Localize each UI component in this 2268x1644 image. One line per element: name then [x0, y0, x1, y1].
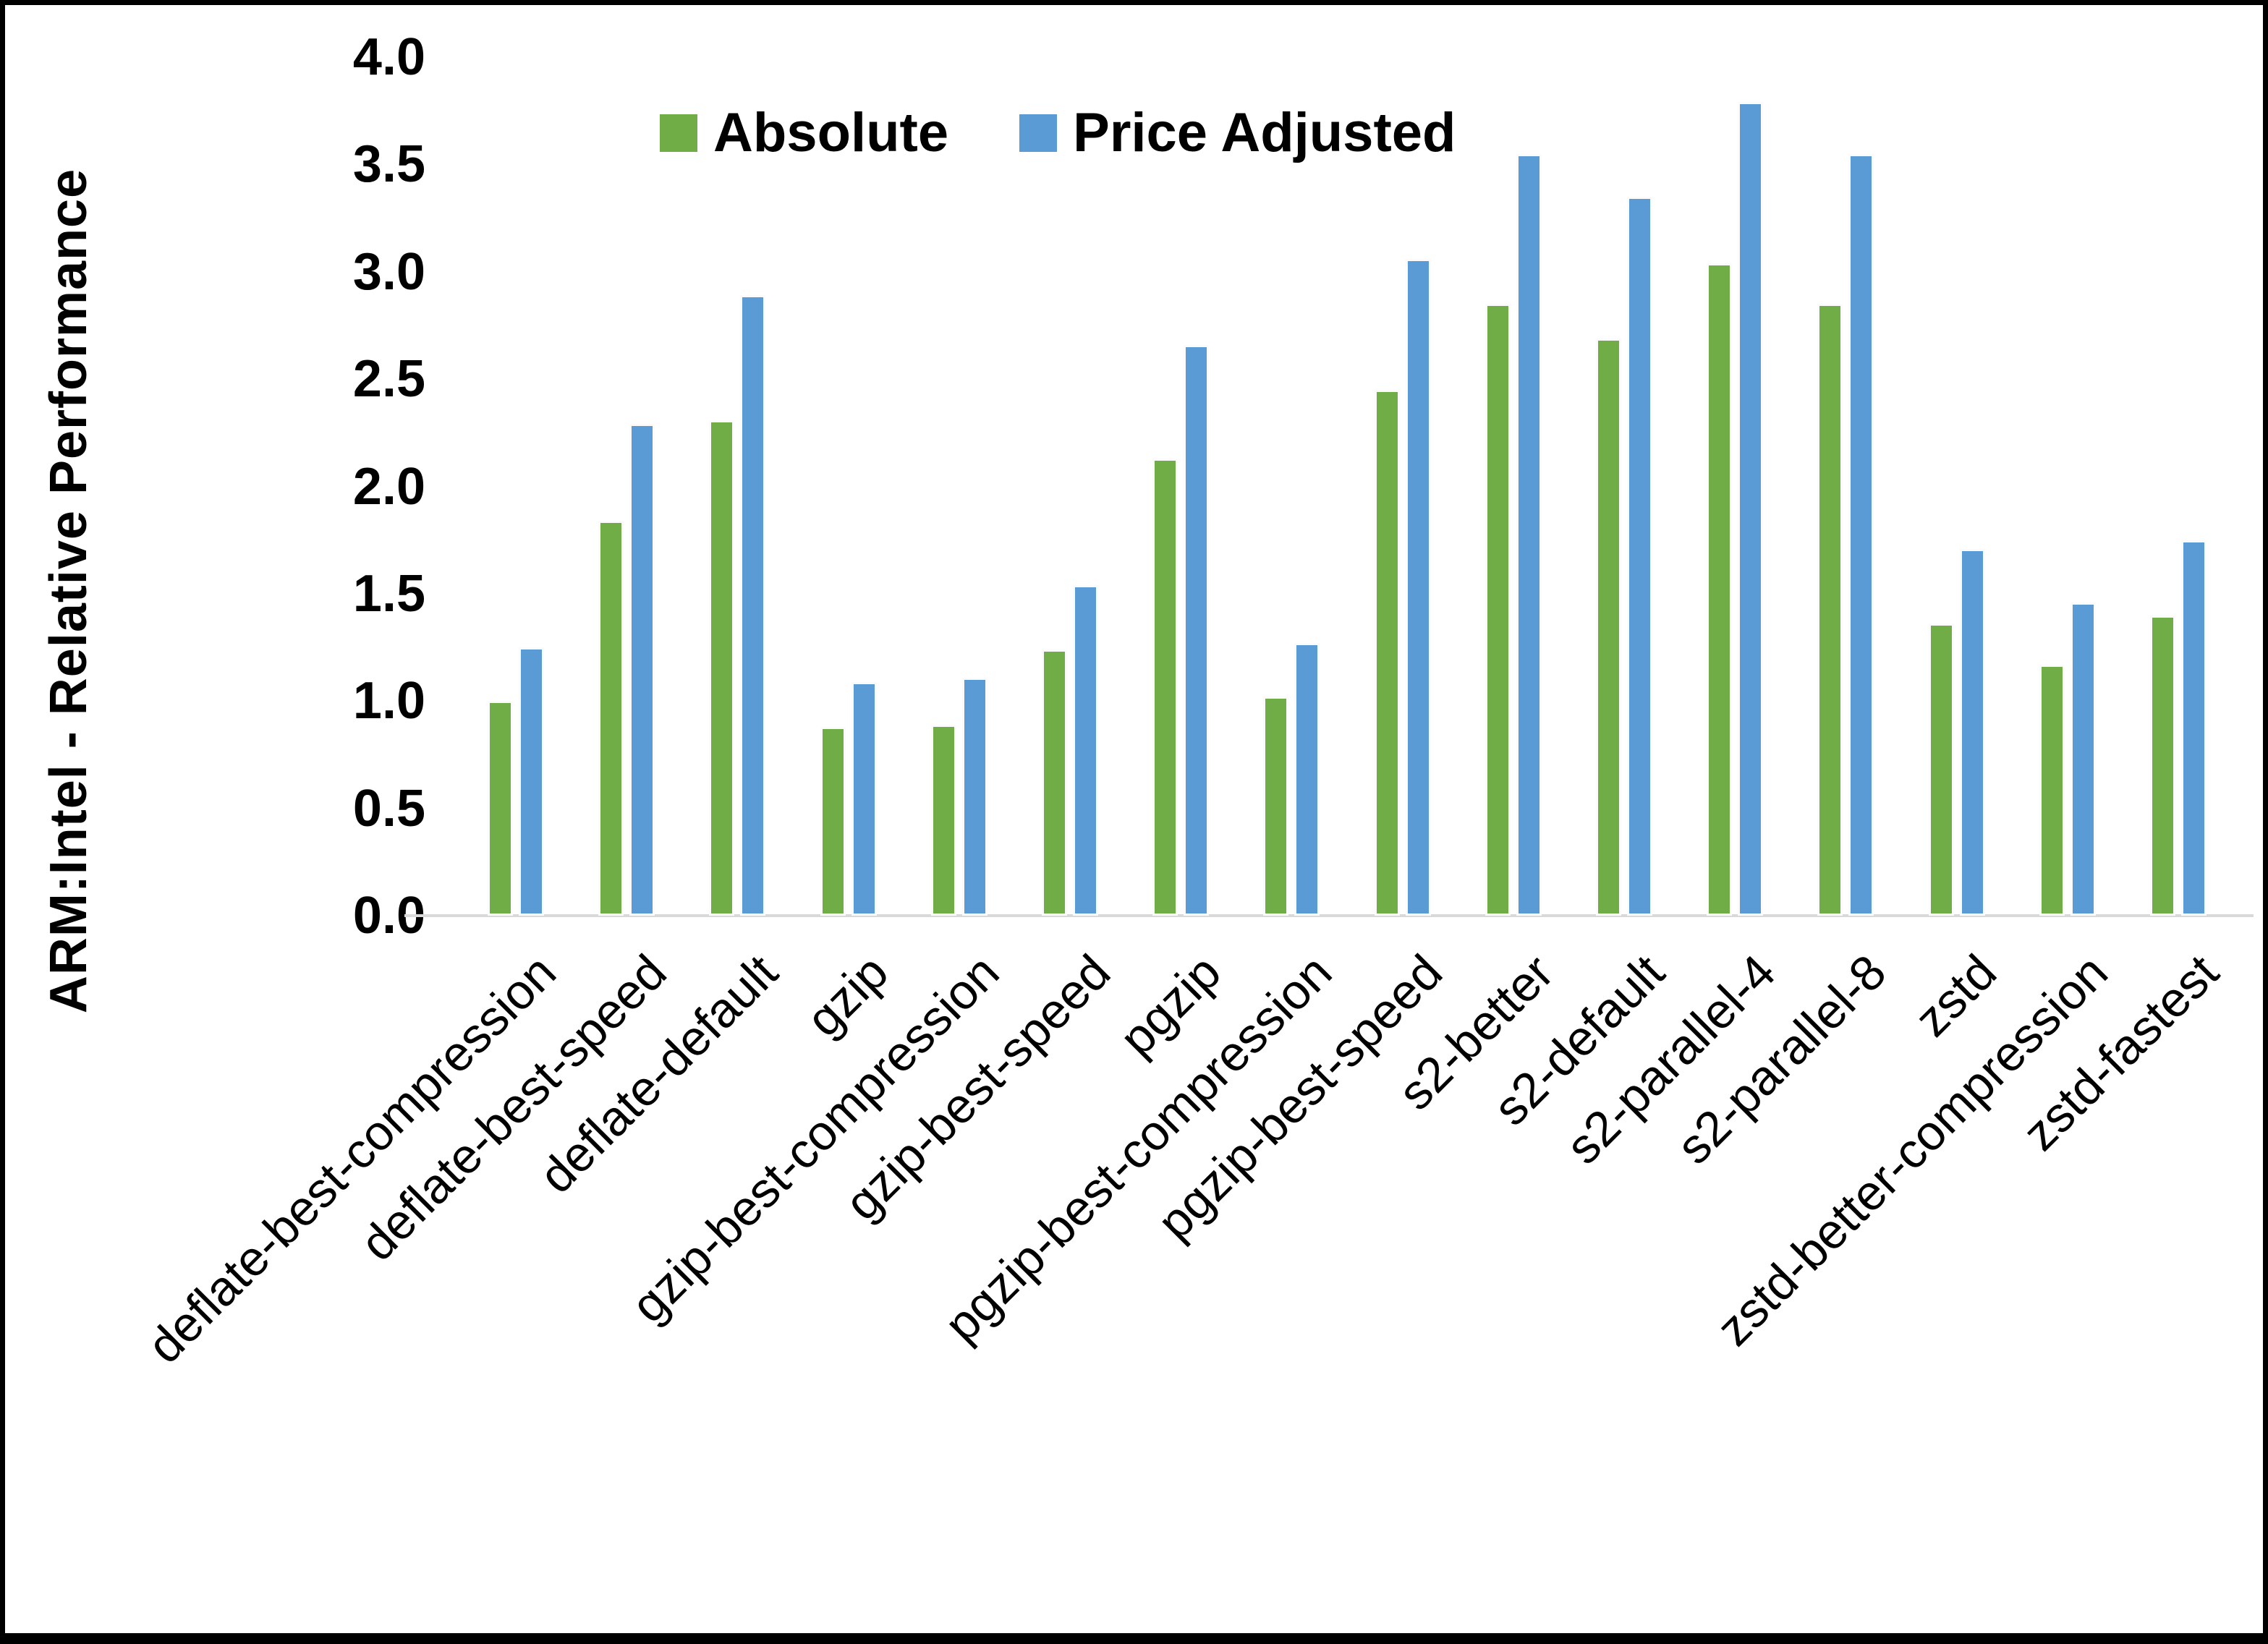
bar	[1374, 389, 1400, 916]
bar	[1073, 585, 1098, 916]
bar	[488, 701, 513, 916]
bar	[2039, 664, 2065, 916]
bar	[598, 520, 624, 916]
bar	[930, 724, 956, 916]
legend: Absolute Price Adjusted	[660, 101, 1456, 164]
bar	[519, 647, 544, 916]
x-axis-line	[404, 914, 2254, 917]
bar	[1294, 643, 1320, 916]
bar	[629, 424, 655, 916]
y-tick-label: 2.5	[352, 350, 425, 409]
bar	[709, 419, 735, 916]
bar	[740, 295, 766, 916]
y-tick-label: 1.5	[352, 564, 425, 623]
x-category-label: deflate-best-compression	[137, 944, 566, 1374]
legend-label-price-adjusted: Price Adjusted	[1073, 102, 1456, 163]
bar	[1817, 304, 1843, 916]
legend-label-absolute: Absolute	[713, 102, 949, 163]
legend-swatch-price-adjusted	[1019, 114, 1058, 152]
bar	[1848, 153, 1874, 916]
bar	[1707, 263, 1733, 916]
bar	[1959, 548, 1985, 916]
bar	[1152, 458, 1178, 916]
bar	[1738, 102, 1764, 916]
bar	[2150, 615, 2175, 916]
y-tick-label: 4.0	[352, 28, 425, 86]
bar	[851, 681, 877, 916]
bar	[2070, 602, 2096, 916]
bar	[1516, 153, 1542, 916]
bar	[2181, 540, 2207, 916]
bar	[1042, 649, 1067, 916]
y-tick-label: 1.0	[352, 672, 425, 731]
bar	[961, 677, 988, 916]
legend-swatch-absolute	[660, 114, 697, 152]
y-tick-label: 3.5	[352, 135, 425, 194]
bar	[820, 726, 846, 916]
bar	[1485, 304, 1511, 916]
bar	[1627, 196, 1652, 916]
bar	[1263, 697, 1289, 916]
bar	[1928, 623, 1954, 916]
y-axis-title: ARM:Intel - Relative Performance	[40, 168, 98, 1014]
bar	[1596, 338, 1621, 916]
bar	[1184, 344, 1210, 916]
y-tick-label: 2.0	[352, 457, 425, 516]
bar	[1405, 258, 1431, 916]
y-tick-label: 0.5	[352, 779, 425, 838]
y-tick-label: 3.0	[352, 242, 425, 301]
